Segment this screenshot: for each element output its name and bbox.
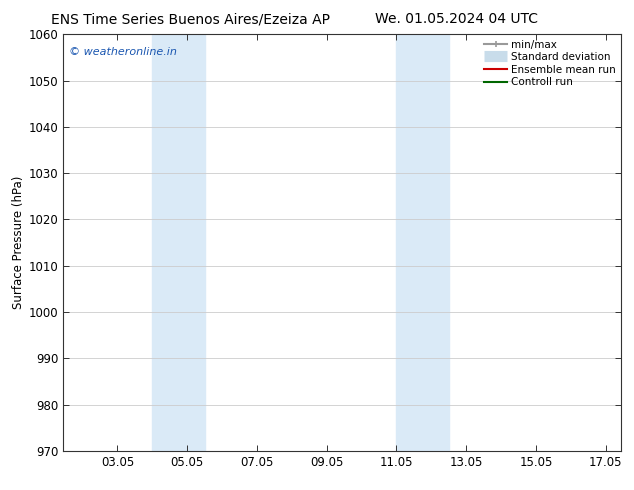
Text: © weatheronline.in: © weatheronline.in [69,47,177,57]
Y-axis label: Surface Pressure (hPa): Surface Pressure (hPa) [11,176,25,309]
Text: We. 01.05.2024 04 UTC: We. 01.05.2024 04 UTC [375,12,538,26]
Bar [152,34,205,451]
Legend: min/max, Standard deviation, Ensemble mean run, Controll run: min/max, Standard deviation, Ensemble me… [482,37,618,89]
Bar [396,34,449,451]
Text: ENS Time Series Buenos Aires/Ezeiza AP: ENS Time Series Buenos Aires/Ezeiza AP [51,12,330,26]
